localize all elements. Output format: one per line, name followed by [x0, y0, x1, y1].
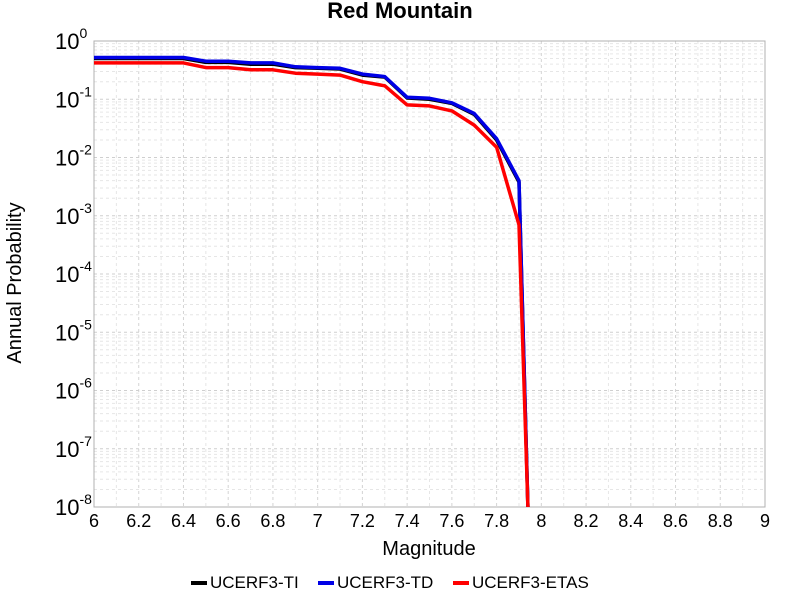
x-tick-label: 7.4	[395, 511, 420, 531]
x-tick-label: 8.2	[574, 511, 599, 531]
x-axis-label: Magnitude	[382, 538, 475, 560]
x-tick-label: 8.4	[618, 511, 643, 531]
x-tick-label: 8.8	[708, 511, 733, 531]
x-tick-label: 7	[313, 511, 323, 531]
x-tick-label: 6.8	[260, 511, 285, 531]
x-tick-label: 7.8	[484, 511, 509, 531]
y-tick-label: 10-3	[55, 200, 92, 229]
x-tick-label: 6.4	[171, 511, 196, 531]
x-tick-label: 7.2	[350, 511, 375, 531]
legend: UCERF3-TI UCERF3-TD UCERF3-ETAS	[191, 573, 589, 592]
y-tick-label: 10-1	[55, 83, 92, 112]
series-layer	[94, 55, 530, 508]
legend-label: UCERF3-TI	[210, 573, 299, 592]
x-tick-label: 6.6	[216, 511, 241, 531]
x-tick-labels: 6 6.2 6.4 6.6 6.8 7 7.2 7.4 7.6 7.8 8 8.2 8.4 8.6 8.8 9	[89, 511, 770, 531]
series-line-ucerf3-td	[94, 55, 530, 508]
x-tick-label: 6.2	[126, 511, 151, 531]
grid	[93, 40, 766, 508]
y-tick-label: 10-7	[55, 433, 92, 462]
y-tick-labels: 100 10-1 10-2 10-3 10-4 10-5 10-6 10-7 10-8	[55, 25, 92, 520]
x-tick-label: 6	[89, 511, 99, 531]
x-tick-label: 9	[760, 511, 770, 531]
y-tick-label: 10-5	[55, 316, 92, 345]
series-line-ucerf3-etas	[94, 61, 530, 508]
y-tick-label: 10-4	[55, 258, 92, 287]
x-tick-label: 7.6	[439, 511, 464, 531]
x-tick-label: 8	[536, 511, 546, 531]
x-tick-label: 8.6	[663, 511, 688, 531]
y-tick-label: 10-8	[55, 491, 92, 520]
legend-label: UCERF3-TD	[337, 573, 433, 592]
legend-label: UCERF3-ETAS	[472, 573, 589, 592]
y-axis-label: Annual Probability	[4, 202, 26, 363]
y-tick-label: 10-2	[55, 142, 92, 171]
y-tick-label: 100	[55, 25, 87, 54]
chart-title: Red Mountain	[327, 0, 472, 23]
plot-frame	[93, 40, 766, 508]
y-tick-label: 10-6	[55, 375, 92, 404]
